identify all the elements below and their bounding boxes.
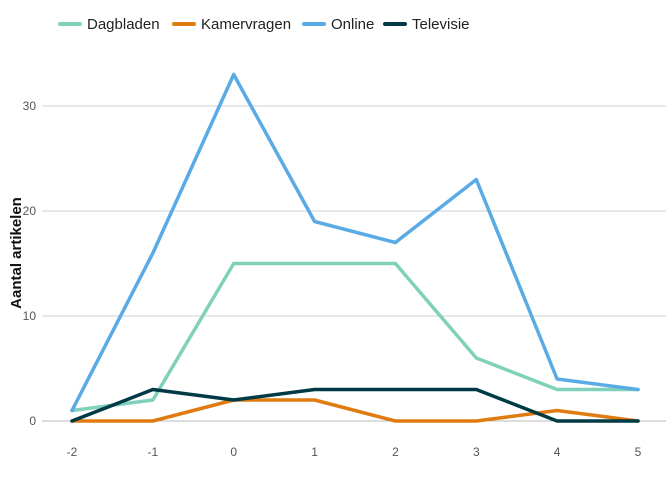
legend-label-televisie: Televisie (412, 16, 470, 33)
series-line-online (70, 72, 640, 413)
y-axis-ticks: 0 10 20 30 (23, 99, 37, 428)
series-line-dagbladen (70, 261, 640, 413)
x-tick-label: 2 (392, 445, 399, 459)
y-tick-label: 20 (23, 204, 37, 218)
y-tick-label: 10 (23, 309, 37, 323)
x-tick-label: 1 (311, 445, 318, 459)
y-axis-title: Aantal artikelen (8, 197, 25, 309)
legend-label-online: Online (331, 16, 374, 33)
x-tick-label: 5 (635, 445, 642, 459)
x-tick-label: 3 (473, 445, 480, 459)
x-tick-label: -1 (148, 445, 159, 459)
y-tick-label: 0 (29, 414, 36, 428)
series-line-televisie (70, 387, 640, 423)
legend-label-dagbladen: Dagbladen (87, 16, 160, 33)
legend: Dagbladen Kamervragen Online Televisie (58, 16, 470, 33)
x-tick-label: -2 (67, 445, 78, 459)
legend-label-kamervragen: Kamervragen (201, 16, 291, 33)
y-tick-label: 30 (23, 99, 37, 113)
series-line-kamervragen (70, 398, 640, 423)
x-tick-label: 0 (230, 445, 237, 459)
x-axis-ticks: -2 -1 0 1 2 3 4 5 (67, 445, 642, 459)
series-lines (70, 72, 640, 423)
x-tick-label: 4 (554, 445, 561, 459)
